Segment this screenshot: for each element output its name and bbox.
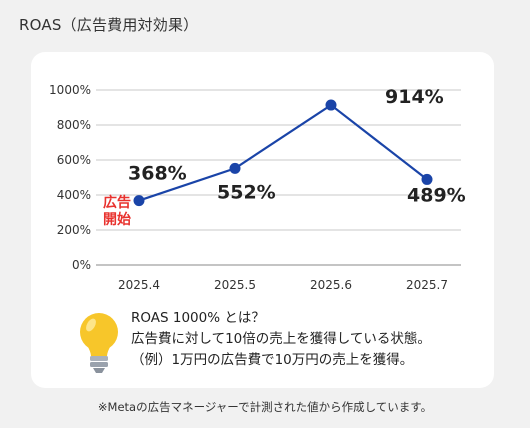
data-point	[421, 173, 433, 185]
y-tick-label: 0%	[72, 258, 91, 272]
data-label: 368%	[128, 163, 187, 185]
y-tick-label: 200%	[57, 223, 91, 237]
data-point	[229, 162, 241, 174]
footnote: ※Metaの広告マネージャーで計測された値から作成しています。	[97, 400, 433, 414]
note-line-1: ROAS 1000% とは？	[131, 310, 265, 326]
series-line	[138, 103, 428, 202]
x-tick-label: 2025.5	[214, 278, 256, 292]
note-line-2: 広告費に対して10倍の売上を獲得している状態。	[131, 331, 431, 347]
chart-card: 0% 200% 400% 600% 800% 1000% 2025.4 2025.5 2025.…	[31, 52, 494, 388]
data-label: 489%	[407, 184, 466, 206]
roas-line-chart: 0% 200% 400% 600% 800% 1000% 2025.4 2025.5 2025.…	[49, 83, 466, 292]
roas-note: ROAS 1000% とは？ 広告費に対して10倍の売上を獲得している状態。 （…	[69, 304, 489, 374]
y-tick-label: 400%	[57, 188, 91, 202]
start-annotation: 広告	[103, 194, 131, 211]
data-point	[325, 99, 337, 111]
start-annotation: 開始	[103, 211, 131, 228]
x-tick-label: 2025.4	[118, 278, 160, 292]
y-tick-label: 600%	[57, 153, 91, 167]
data-point	[133, 195, 145, 207]
data-label: 914%	[385, 86, 444, 108]
y-tick-label: 1000%	[49, 83, 91, 97]
lightbulb-icon	[80, 313, 118, 373]
x-tick-label: 2025.6	[310, 278, 352, 292]
page-title: ROAS（広告費用対効果）	[19, 16, 199, 34]
data-label: 552%	[217, 181, 276, 203]
y-tick-label: 800%	[57, 118, 91, 132]
note-line-3: （例）1万円の広告費で10万円の売上を獲得。	[131, 352, 414, 368]
x-tick-label: 2025.7	[406, 278, 448, 292]
